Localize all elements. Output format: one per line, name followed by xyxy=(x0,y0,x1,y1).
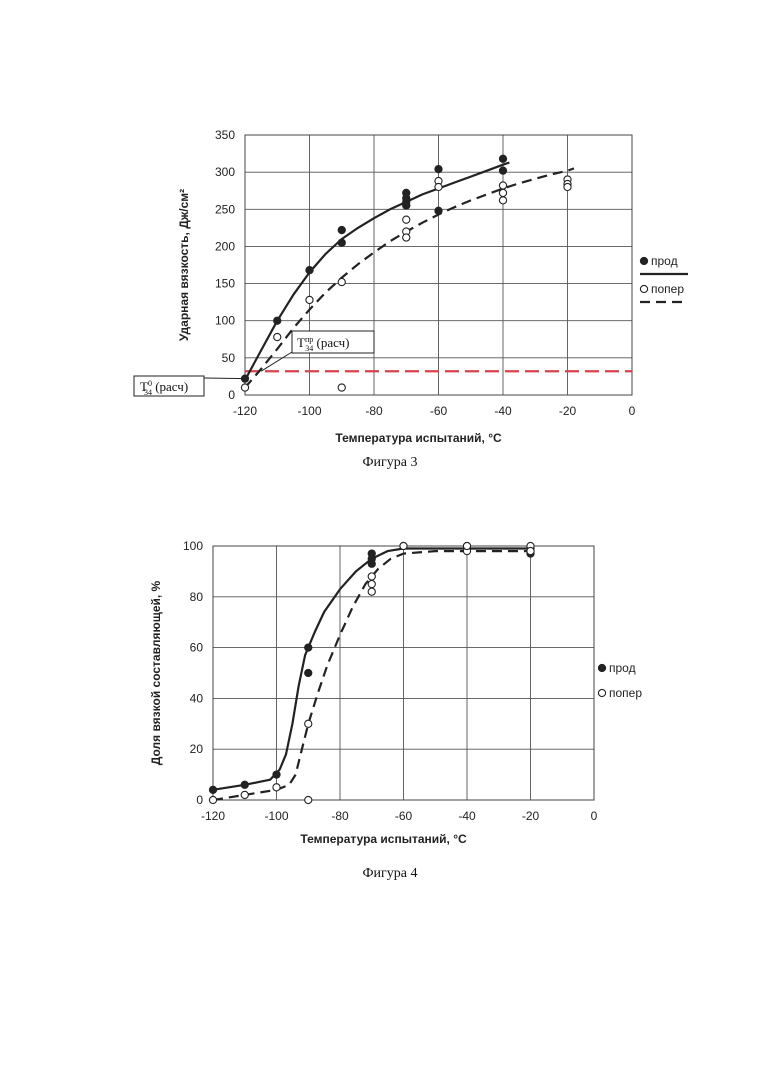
figure-canvas: -120-100-80-60-40-2000501001502002503003… xyxy=(0,0,780,1090)
data-point-prod xyxy=(368,560,375,567)
x-tick-label: -40 xyxy=(458,809,476,823)
y-tick-label: 0 xyxy=(196,793,203,807)
x-tick-label: -20 xyxy=(522,809,540,823)
data-point-poper xyxy=(403,216,410,223)
data-point-prod xyxy=(305,644,312,651)
y-tick-label: 100 xyxy=(183,539,203,553)
x-tick-label: -80 xyxy=(365,404,383,418)
y-axis-label: Ударная вязкость, Дж/см² xyxy=(177,189,191,341)
legend-label-poper: попер xyxy=(609,686,642,700)
annotation-sub: 34 xyxy=(305,344,313,353)
data-point-poper xyxy=(499,197,506,204)
y-tick-label: 20 xyxy=(190,742,204,756)
data-point-poper xyxy=(209,796,216,803)
data-point-prod xyxy=(499,155,506,162)
y-tick-label: 60 xyxy=(190,641,204,655)
legend: прод попер xyxy=(598,661,642,700)
data-point-prod xyxy=(274,317,281,324)
data-point-poper xyxy=(499,189,506,196)
data-point-poper xyxy=(435,183,442,190)
data-point-prod xyxy=(273,771,280,778)
legend-label-prod: прод xyxy=(609,661,636,675)
data-point-prod xyxy=(499,167,506,174)
figure-caption: Фигура 4 xyxy=(362,866,417,881)
y-tick-label: 40 xyxy=(190,691,204,705)
data-point-poper xyxy=(368,573,375,580)
data-point-poper xyxy=(499,182,506,189)
trend-line-prod xyxy=(245,163,509,381)
data-point-prod xyxy=(305,669,312,676)
legend: прод попер xyxy=(640,254,688,302)
data-point-prod xyxy=(403,202,410,209)
y-tick-label: 0 xyxy=(228,388,235,402)
y-tick-label: 100 xyxy=(215,314,235,328)
legend-marker-poper xyxy=(598,689,605,696)
y-axis-label: Доля вязкой составляющей, % xyxy=(149,580,163,765)
legend-marker-poper xyxy=(640,285,647,292)
x-axis-label: Температура испытаний, °С xyxy=(335,431,502,445)
annotation-leader xyxy=(204,378,247,379)
x-tick-label: -100 xyxy=(297,404,321,418)
data-point-poper xyxy=(305,720,312,727)
x-tick-label: -120 xyxy=(233,404,257,418)
x-tick-label: 0 xyxy=(629,404,636,418)
legend-label-poper: попер xyxy=(651,282,684,296)
x-tick-label: -80 xyxy=(331,809,349,823)
data-point-prod xyxy=(209,786,216,793)
data-point-poper xyxy=(305,796,312,803)
data-point-poper xyxy=(400,542,407,549)
data-point-prod xyxy=(306,267,313,274)
y-tick-label: 80 xyxy=(190,590,204,604)
annotation-base: Т xyxy=(297,335,305,350)
y-tick-label: 300 xyxy=(215,165,235,179)
x-axis-label: Температура испытаний, °С xyxy=(300,832,467,846)
data-point-poper xyxy=(368,581,375,588)
data-point-poper xyxy=(368,588,375,595)
data-point-poper xyxy=(274,333,281,340)
x-tick-label: -120 xyxy=(201,809,225,823)
data-point-prod xyxy=(435,166,442,173)
annotation-sub: 34 xyxy=(144,388,152,397)
annotation-suffix: (расч) xyxy=(313,335,349,350)
data-point-prod xyxy=(338,226,345,233)
y-tick-label: 150 xyxy=(215,277,235,291)
data-point-poper xyxy=(273,784,280,791)
annotation-suffix: (расч) xyxy=(152,379,188,394)
y-tick-label: 250 xyxy=(215,202,235,216)
chart-2: -120 -100 -80 -60 -40 -20 0 0 20 40 60 80 100 Доля вя… xyxy=(149,539,642,881)
x-tick-label: -100 xyxy=(264,809,288,823)
y-tick-label: 200 xyxy=(215,239,235,253)
legend-marker-prod xyxy=(640,257,647,264)
x-tick-label: 0 xyxy=(591,809,598,823)
data-point-poper xyxy=(463,542,470,549)
data-point-poper xyxy=(241,791,248,798)
data-point-prod xyxy=(241,781,248,788)
data-point-poper xyxy=(403,234,410,241)
chart-1: -120 -100 -80 -60 -40 -20 0 0 50 100 150 200 250 300 3… xyxy=(134,128,688,470)
x-tick-label: -20 xyxy=(559,404,577,418)
data-point-poper xyxy=(338,278,345,285)
data-point-poper xyxy=(306,296,313,303)
data-point-prod xyxy=(338,239,345,246)
y-tick-label: 350 xyxy=(215,128,235,142)
annotation-sup: пр xyxy=(305,335,313,344)
x-tick-label: -60 xyxy=(430,404,448,418)
legend-marker-prod xyxy=(598,664,605,671)
x-tick-label: -60 xyxy=(395,809,413,823)
data-point-poper xyxy=(564,183,571,190)
legend-label-prod: прод xyxy=(651,254,678,268)
data-point-poper xyxy=(338,384,345,391)
data-point-poper xyxy=(527,547,534,554)
data-point-prod xyxy=(435,207,442,214)
x-tick-label: -40 xyxy=(494,404,512,418)
data-point-poper xyxy=(241,384,248,391)
figure-caption: Фигура 3 xyxy=(362,455,417,470)
y-tick-label: 50 xyxy=(222,351,236,365)
